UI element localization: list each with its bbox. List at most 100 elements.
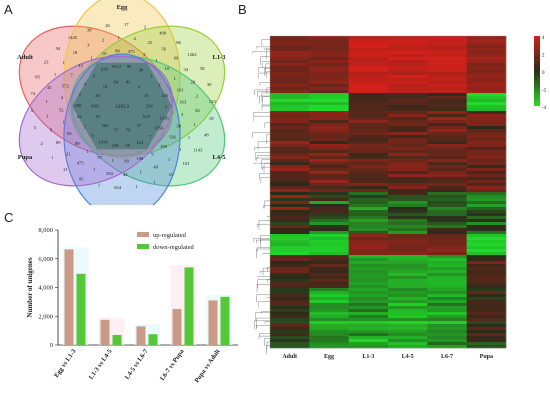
heatmap-cell	[427, 237, 467, 241]
venn-region-count: 23	[44, 59, 49, 64]
heatmap-cell	[309, 207, 349, 211]
heatmap-cell	[427, 270, 467, 274]
heatmap-cell	[466, 90, 507, 94]
venn-region-count: 18	[73, 50, 78, 55]
heatmap-cell	[309, 60, 349, 64]
venn-set-label: Egg	[117, 4, 129, 11]
heatmap-cell	[427, 273, 467, 277]
venn-region-count: 163	[179, 100, 187, 105]
heatmap-cell	[309, 96, 349, 100]
heatmap-cell	[388, 264, 428, 268]
heatmap-cell	[466, 150, 507, 154]
venn-region-count: 31	[144, 93, 149, 98]
color-scale-tick: -4	[542, 106, 547, 111]
heatmap-cell	[270, 36, 310, 40]
heatmap-cell	[348, 255, 389, 259]
heatmap-cell	[466, 72, 507, 76]
heatmap-cell	[466, 114, 507, 118]
heatmap-cell	[466, 42, 507, 46]
heatmap-cell	[427, 171, 467, 175]
heatmap-cell	[309, 294, 349, 298]
legend-swatch	[137, 244, 149, 249]
heatmap-cell	[427, 99, 467, 103]
heatmap-cell	[466, 174, 507, 178]
heatmap-row-dendrogram	[252, 39, 270, 355]
heatmap-cell	[466, 243, 507, 247]
heatmap-cell	[270, 153, 310, 157]
heatmap-cell	[388, 183, 428, 187]
heatmap-cell	[270, 165, 310, 169]
heatmap-cell	[427, 162, 467, 166]
heatmap-cell	[270, 240, 310, 244]
y-axis-label: Number of unigenes	[26, 257, 34, 317]
heatmap-cell	[348, 312, 389, 316]
heatmap-cell	[348, 201, 389, 205]
heatmap-cell	[270, 135, 310, 139]
heatmap-cell	[348, 171, 389, 175]
heatmap-cell	[388, 48, 428, 52]
heatmap-cell	[270, 186, 310, 190]
heatmap-cell	[388, 177, 428, 181]
heatmap-cell	[270, 180, 310, 184]
heatmap-cell	[348, 144, 389, 148]
heatmap-cell	[427, 198, 467, 202]
heatmap-cell	[309, 279, 349, 283]
bar-up-regulated	[208, 300, 218, 345]
heatmap-cell	[270, 336, 310, 340]
heatmap-cell	[466, 159, 507, 163]
heatmap-cell	[348, 303, 389, 307]
heatmap-cell	[270, 57, 310, 61]
heatmap-panel: B Adult Egg L1-3 L4-5 L6-7 Pupa 4 2 0 -2 -4	[238, 0, 550, 365]
venn-region-count: 79	[126, 128, 131, 133]
heatmap-cell	[348, 345, 389, 349]
venn-region-count: 57	[114, 128, 119, 133]
venn-region-count: 12	[78, 63, 83, 68]
heatmap-cell	[348, 321, 389, 325]
heatmap-cell	[270, 273, 310, 277]
heatmap-cell	[427, 183, 467, 187]
venn-region-count: 258	[112, 143, 120, 148]
heatmap-cell	[466, 99, 507, 103]
heatmap-cell	[348, 213, 389, 217]
heatmap-cell	[466, 276, 507, 280]
y-tick-label: 4,000	[38, 285, 53, 292]
heatmap-cell	[270, 315, 310, 319]
heatmap-cell	[466, 132, 507, 136]
venn-region-count: 82	[195, 108, 200, 113]
heatmap-cell	[270, 276, 310, 280]
heatmap-cell	[388, 42, 428, 46]
heatmap-cell	[309, 45, 349, 49]
heatmap-cell	[427, 210, 467, 214]
heatmap-cell	[270, 84, 310, 88]
venn-region-count: 3	[143, 52, 146, 57]
heatmap-cell	[388, 267, 428, 271]
heatmap-cell	[427, 258, 467, 262]
heatmap-cell	[427, 222, 467, 226]
heatmap: Adult Egg L1-3 L4-5 L6-7 Pupa 4 2 0 -2 -4	[252, 35, 547, 360]
heatmap-cell	[348, 96, 389, 100]
heatmap-cell	[466, 93, 507, 97]
venn-region-count: 1	[135, 184, 138, 189]
heatmap-cell	[270, 120, 310, 124]
y-tick-label: 0	[50, 342, 53, 349]
heatmap-cell	[309, 180, 349, 184]
heatmap-cell	[388, 321, 428, 325]
heatmap-cell	[309, 159, 349, 163]
venn-region-count: 5012	[112, 64, 122, 69]
heatmap-cell	[466, 153, 507, 157]
heatmap-cell	[388, 75, 428, 79]
heatmap-cell	[388, 273, 428, 277]
bar-up-regulated	[172, 309, 182, 345]
heatmap-cell	[427, 330, 467, 334]
heatmap-cell	[270, 105, 310, 109]
venn-region-count: 45	[47, 85, 52, 90]
venn-region-count: 2	[150, 74, 153, 79]
heatmap-cell	[427, 189, 467, 193]
heatmap-cell	[427, 111, 467, 115]
heatmap-cell	[309, 138, 349, 142]
y-tick-label: 2,000	[38, 313, 53, 320]
heatmap-column-label: Adult	[282, 354, 297, 360]
heatmap-cell	[427, 168, 467, 172]
heatmap-cell	[270, 261, 310, 265]
heatmap-cell	[388, 294, 428, 298]
